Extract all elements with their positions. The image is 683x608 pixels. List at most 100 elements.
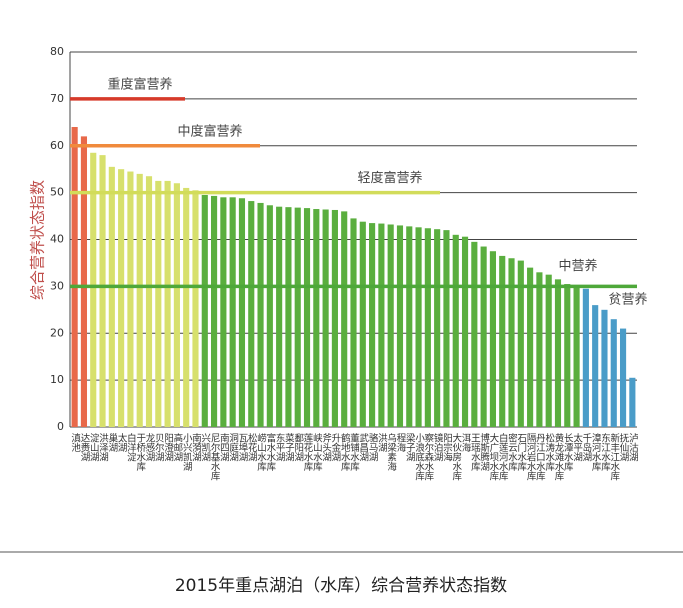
bar bbox=[443, 230, 450, 427]
bar bbox=[257, 202, 264, 427]
bar bbox=[211, 195, 218, 427]
bar bbox=[145, 176, 153, 427]
bar bbox=[471, 241, 478, 427]
x-tick-label: 崂山水库 bbox=[255, 433, 267, 472]
bar bbox=[183, 187, 190, 427]
bar bbox=[508, 258, 515, 427]
y-axis-label: 综合营养状态指数 bbox=[29, 180, 47, 300]
bar bbox=[369, 223, 376, 427]
bar bbox=[173, 183, 180, 427]
bar bbox=[276, 206, 283, 427]
bar bbox=[378, 223, 385, 427]
x-tick-label: 东江水库 bbox=[599, 432, 611, 472]
threshold-label: 中度富营养 bbox=[177, 123, 242, 139]
x-tick-label: 升金湖 bbox=[329, 433, 341, 462]
bar bbox=[564, 284, 571, 427]
x-tick-label: 黄龙滩水库 bbox=[552, 432, 564, 481]
x-tick-label: 巢湖 bbox=[106, 432, 118, 453]
x-tick-label: 莲花水库 bbox=[302, 432, 314, 472]
x-tick-label: 大广坝水库 bbox=[487, 432, 499, 481]
x-tick-label: 武昌湖 bbox=[357, 432, 369, 462]
x-tick-label: 董铺水库 bbox=[348, 432, 360, 472]
x-tick-label: 泸沽湖 bbox=[627, 433, 639, 462]
x-tick-label: 于桥水库 bbox=[134, 433, 146, 472]
bar bbox=[350, 218, 357, 427]
x-tick-label: 大伙房水库 bbox=[450, 432, 462, 481]
x-tick-label: 骆马湖 bbox=[367, 432, 379, 462]
bar bbox=[303, 208, 311, 427]
bar bbox=[331, 209, 338, 427]
bar bbox=[592, 305, 599, 427]
x-tick-label: 达赉湖 bbox=[78, 432, 90, 462]
x-tick-label: 洞庭湖 bbox=[227, 433, 239, 462]
bar bbox=[452, 234, 459, 427]
bar bbox=[629, 377, 636, 427]
x-tick-label: 新丰江水库 bbox=[608, 432, 620, 481]
x-tick-label: 漳河水库 bbox=[590, 432, 602, 472]
x-tick-label: 峡山水库 bbox=[311, 432, 323, 472]
x-tick-label: 梁子湖 bbox=[404, 432, 416, 462]
bar bbox=[229, 197, 236, 427]
bar bbox=[136, 173, 143, 427]
x-tick-label: 南漪湖 bbox=[190, 432, 202, 462]
bar bbox=[155, 180, 162, 427]
bar bbox=[480, 246, 487, 427]
bar bbox=[406, 226, 413, 427]
x-tick-label: 淀山湖 bbox=[88, 432, 100, 462]
bar bbox=[545, 274, 552, 427]
threshold-label: 重度富营养 bbox=[107, 76, 172, 92]
y-tick-label: 80 bbox=[50, 45, 64, 58]
bar bbox=[164, 180, 171, 427]
bar bbox=[619, 328, 627, 427]
bar bbox=[461, 236, 469, 427]
x-tick-label: 东平湖 bbox=[274, 432, 286, 462]
bar bbox=[489, 251, 496, 427]
x-tick-label: 龙感湖 bbox=[144, 432, 156, 462]
bar bbox=[415, 227, 422, 427]
threshold-label: 轻度富营养 bbox=[357, 170, 422, 186]
x-tick-label: 松涛水库 bbox=[543, 432, 555, 472]
bar bbox=[341, 211, 348, 427]
x-tick-label: 鄱阳湖 bbox=[292, 432, 304, 462]
x-tick-label: 鹤地水库 bbox=[339, 432, 351, 472]
x-tick-label: 瓦埠湖 bbox=[236, 433, 248, 462]
x-tick-label: 南四湖 bbox=[218, 432, 230, 462]
bar bbox=[517, 260, 524, 427]
bar bbox=[201, 194, 208, 427]
x-tick-label: 太平湖 bbox=[571, 432, 583, 462]
bar bbox=[266, 205, 273, 427]
x-tick-label: 菜子湖 bbox=[283, 432, 295, 462]
bar bbox=[387, 224, 394, 427]
x-tick-label: 尼尔基水库 bbox=[209, 433, 221, 481]
x-tick-label: 小兴凯湖 bbox=[181, 433, 193, 472]
x-tick-label: 兴凯湖 bbox=[199, 433, 211, 462]
x-tick-label: 斧头湖 bbox=[320, 432, 332, 462]
x-tick-label: 千岛湖 bbox=[580, 433, 592, 462]
y-tick-label: 60 bbox=[50, 139, 64, 152]
bar bbox=[80, 136, 88, 427]
x-tick-label: 太湖 bbox=[116, 432, 128, 453]
x-tick-label: 密云水库 bbox=[506, 432, 518, 472]
x-tick-label: 洪泽湖 bbox=[97, 432, 109, 462]
x-tick-label: 松花湖 bbox=[246, 432, 258, 462]
chart-title: 2015年重点湖泊（水库）综合营养状态指数 bbox=[175, 576, 507, 596]
bar bbox=[359, 221, 366, 427]
x-tick-label: 王瑶水库 bbox=[469, 433, 481, 472]
y-tick-label: 70 bbox=[50, 92, 64, 105]
x-tick-label: 高邮湖 bbox=[171, 432, 183, 462]
bar bbox=[220, 197, 227, 427]
bar bbox=[582, 288, 589, 427]
x-tick-label: 白莲河水库 bbox=[497, 432, 509, 481]
bar bbox=[424, 228, 431, 427]
x-tick-label: 镜泊湖 bbox=[432, 432, 444, 462]
x-tick-label: 富水水库 bbox=[264, 432, 276, 472]
bar bbox=[573, 285, 580, 427]
bar bbox=[127, 171, 134, 427]
bar bbox=[313, 209, 320, 427]
bar bbox=[610, 319, 617, 427]
y-tick-label: 50 bbox=[50, 186, 64, 199]
x-tick-label: 博斯腾湖 bbox=[478, 432, 490, 472]
x-tick-label: 小浪底水库 bbox=[413, 433, 425, 481]
bar bbox=[536, 272, 543, 427]
